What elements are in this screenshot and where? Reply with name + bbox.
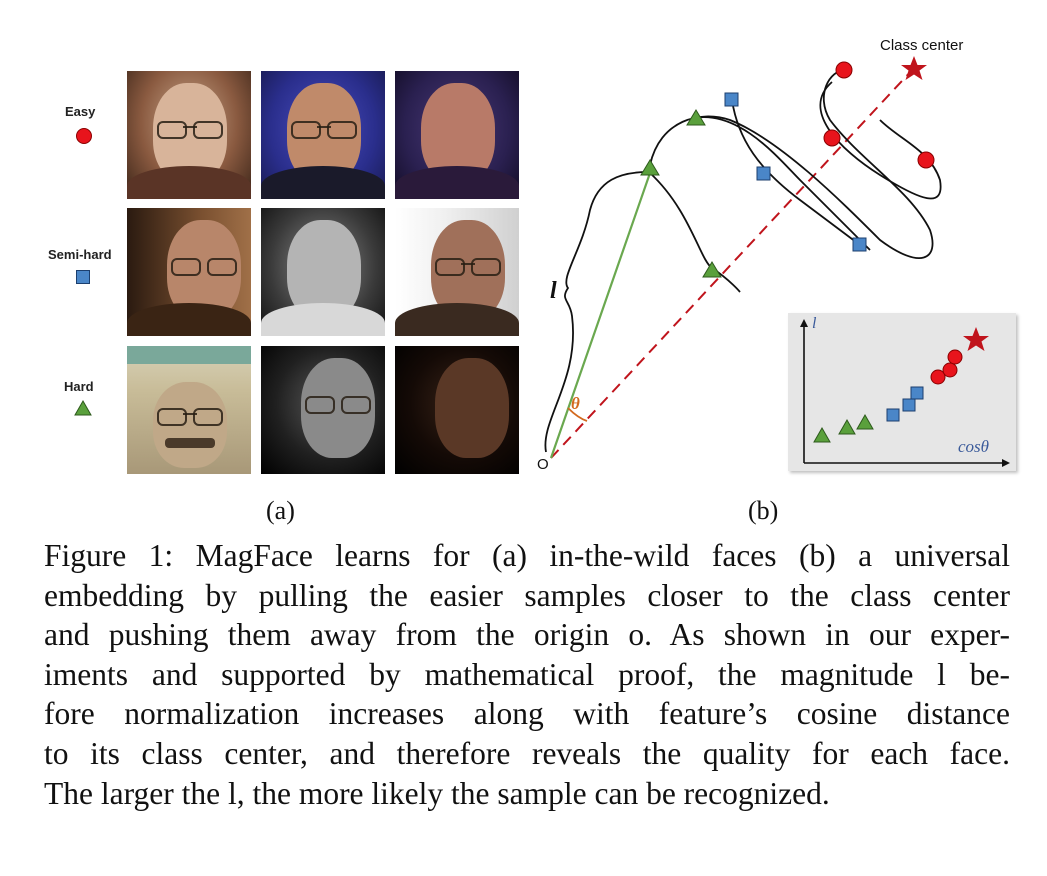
caption-line: iments and supported by mathematical pro… [44, 656, 1010, 692]
inset-y-label: l [812, 315, 817, 332]
feature-trajectory-4 [819, 81, 942, 200]
inset-easy-marker [930, 369, 946, 385]
inset-hard-marker [838, 418, 856, 435]
semi-hard-sample-marker [852, 237, 867, 252]
face-image-hard-3 [395, 346, 519, 474]
hard-sample-marker [640, 159, 660, 176]
caption-line: Figure 1: MagFace learns for (a) in-the-… [44, 538, 1010, 573]
feature-vector [549, 172, 652, 459]
inset-x-label: cosθ [958, 437, 990, 456]
face-image-easy-2 [261, 71, 385, 199]
panel-label-a: (a) [266, 496, 295, 525]
hard-sample-marker [702, 261, 722, 278]
panel-label-b: (b) [748, 496, 779, 525]
caption-line: to its class center, and therefore revea… [44, 735, 1010, 771]
legend-marker-semi-hard [76, 270, 90, 284]
figure-caption: Figure 1: MagFace learns for (a) in-the-… [44, 536, 1010, 813]
legend-label-hard: Hard [64, 379, 94, 394]
theta-label: θ [571, 394, 580, 413]
inset-hard-marker [856, 413, 874, 430]
class-center-star [901, 56, 927, 80]
inset-semi-hard-marker [886, 408, 900, 422]
inset-easy-marker [942, 362, 958, 378]
face-image-easy-1 [127, 71, 251, 199]
theta-arc [567, 407, 588, 422]
semi-hard-sample-marker [724, 92, 739, 107]
caption-line: The larger the l, the more likely the sa… [44, 775, 830, 811]
embedding-diagram [544, 56, 942, 459]
face-image-semi-hard-3 [395, 208, 519, 336]
face-image-hard-2 [261, 346, 385, 474]
magnitude-brace [544, 171, 649, 453]
feature-trajectory-2 [649, 69, 934, 259]
magnitude-label: l [550, 278, 557, 304]
caption-line: and pushing them away from the origin o.… [44, 617, 1010, 653]
face-image-easy-3 [395, 71, 519, 199]
inset-hard-marker [813, 426, 831, 443]
inset-semi-hard-marker [910, 386, 924, 400]
easy-sample-marker [917, 151, 935, 169]
legend-marker-easy [76, 128, 92, 144]
legend-label-easy: Easy [65, 104, 96, 119]
class-center-label: Class center [880, 37, 964, 54]
easy-sample-marker [823, 129, 841, 147]
magnitude-vs-cosine-inset: l cosθ [788, 313, 1016, 471]
legend-label-semi-hard: Semi-hard [48, 247, 112, 262]
inset-semi-hard-marker [902, 398, 916, 412]
feature-trajectory-5 [693, 116, 871, 251]
origin-label: O [537, 456, 549, 473]
face-image-hard-1 [127, 346, 251, 474]
inset-class-center-star [963, 327, 989, 351]
inset-easy-marker [947, 349, 963, 365]
feature-trajectory-1 [649, 172, 741, 293]
easy-sample-marker [835, 61, 853, 79]
legend-marker-hard [74, 399, 92, 416]
face-image-semi-hard-1 [127, 208, 251, 336]
feature-trajectory-3 [731, 99, 861, 246]
semi-hard-sample-marker [756, 166, 771, 181]
caption-line: fore normalization increases along with … [44, 696, 1010, 732]
face-image-semi-hard-2 [261, 208, 385, 336]
hard-sample-marker [686, 109, 706, 126]
caption-line: embedding by pulling the easier samples … [44, 577, 1010, 613]
